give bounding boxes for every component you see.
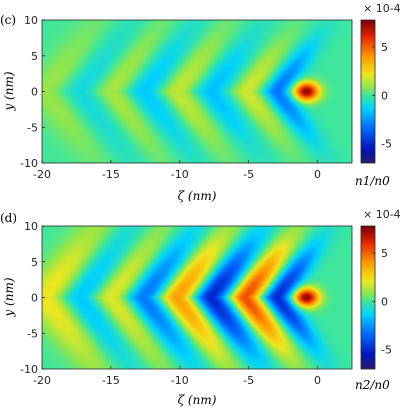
y-tick-label: 10 [24, 14, 38, 27]
panel-c: (c) -20 -15 -10 -5 0 10 5 0 -5 -10 ζ (nm) y (nm)… [0, 2, 401, 203]
x-tick-label: -5 [243, 374, 254, 387]
colorbar-d [361, 226, 375, 369]
y-tick-label: 10 [24, 220, 38, 233]
y-tick-label: 0 [31, 86, 38, 99]
colorbar-frame-d [360, 225, 376, 370]
colorbar-tick-label: 5 [381, 41, 388, 54]
colorbar-tick-label: 0 [381, 89, 388, 102]
y-tick-label: 5 [31, 50, 38, 63]
colorbar-ticks-c: 5 0 -5 [372, 41, 392, 151]
y-ticks-d: 10 5 0 -5 -10 [20, 220, 45, 376]
x-tick-label: 0 [314, 374, 321, 387]
panel-d: (d) -20 -15 -10 -5 0 10 5 0 -5 -10 ζ (nm) y (nm)… [0, 208, 401, 407]
colorbar-ticks-d: 5 0 -5 [372, 247, 392, 357]
colorbar-label-d: n2/n0 [355, 378, 390, 392]
heatmap-image-d [42, 226, 352, 369]
x-tick-label: -10 [171, 374, 189, 387]
colorbar-tick-label: -5 [381, 138, 392, 151]
x-tick-label: -15 [102, 168, 120, 181]
colorbar-tick-label: 5 [381, 247, 388, 260]
y-axis-label-c: y (nm) [2, 71, 16, 111]
colorbar-multiplier-c: × 10-4 [363, 2, 401, 15]
y-axis-label-d: y (nm) [2, 277, 16, 317]
x-tick-label: 0 [314, 168, 321, 181]
x-axis-label-c: ζ (nm) [178, 189, 217, 203]
y-tick-label: 5 [31, 256, 38, 269]
y-tick-label: 0 [31, 292, 38, 305]
y-tick-label: -5 [27, 327, 38, 340]
y-tick-label: -5 [27, 121, 38, 134]
y-tick-label: -10 [20, 157, 38, 170]
colorbar-multiplier-d: × 10-4 [363, 208, 401, 221]
x-ticks-d: -20 -15 -10 -5 0 [33, 366, 321, 387]
x-tick-label: -10 [171, 168, 189, 181]
x-ticks-c: -20 -15 -10 -5 0 [33, 160, 321, 181]
heatmap-image-c [42, 20, 352, 163]
x-tick-label: -15 [102, 374, 120, 387]
x-tick-label: -20 [33, 374, 51, 387]
colorbar-tick-label: 0 [381, 295, 388, 308]
colorbar-frame-c [360, 19, 376, 164]
panel-label-d: (d) [0, 211, 17, 225]
colorbar-c [361, 20, 375, 163]
panel-label-c: (c) [0, 13, 16, 27]
x-tick-label: -20 [33, 168, 51, 181]
colorbar-tick-label: -5 [381, 344, 392, 357]
x-tick-label: -5 [243, 168, 254, 181]
y-ticks-c: 10 5 0 -5 -10 [20, 14, 45, 170]
colorbar-label-c: n1/n0 [355, 174, 390, 188]
y-tick-label: -10 [20, 363, 38, 376]
x-axis-label-d: ζ (nm) [178, 393, 217, 407]
